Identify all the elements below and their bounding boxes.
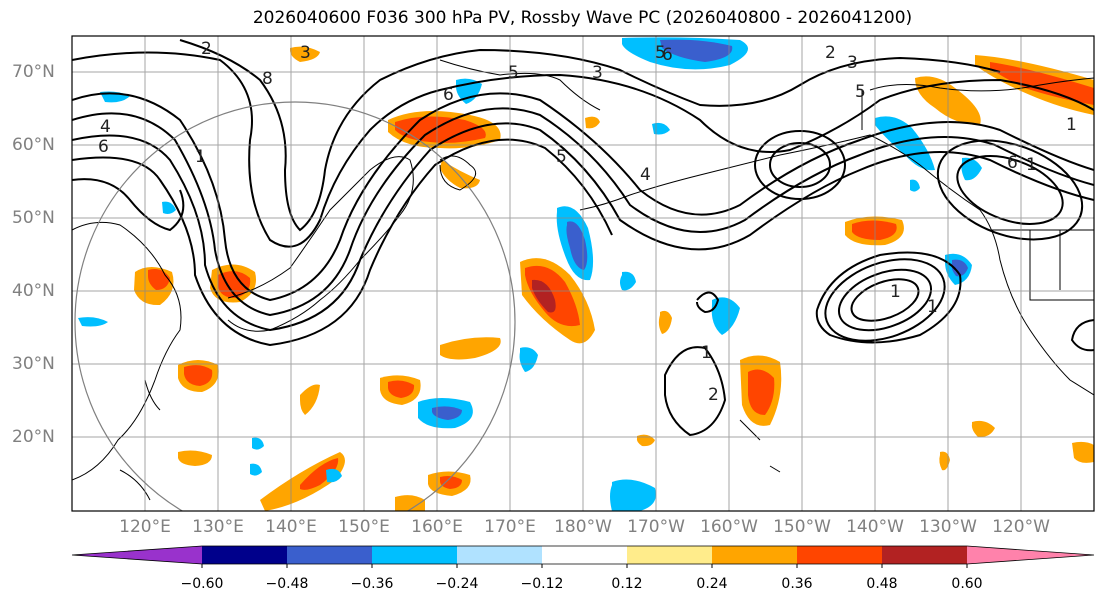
contour-label: 3 (300, 43, 311, 63)
colorbar-swatch (627, 546, 712, 564)
lat-label: 30°N (12, 354, 55, 374)
colorbar-tick-label: 0.36 (781, 576, 813, 592)
contour-label: 1 (927, 297, 938, 317)
colorbar-tick-label: −0.48 (265, 576, 309, 592)
contour-label: 2 (825, 43, 836, 63)
colorbar-swatch (797, 546, 882, 564)
colorbar-tick-label: −0.36 (350, 576, 394, 592)
contour-label: 1 (890, 282, 901, 302)
colorbar (71, 545, 1095, 568)
contour-label: 1 (1026, 155, 1037, 175)
contour-label: 6 (443, 85, 454, 105)
colorbar-swatch (967, 546, 1094, 564)
contour-label: 4 (100, 117, 111, 137)
map-title: 2026040600 F036 300 hPa PV, Rossby Wave … (252, 8, 913, 28)
lat-label: 60°N (12, 135, 55, 155)
colorbar-tick-label: −0.12 (520, 576, 564, 592)
lon-label: 160°E (411, 517, 463, 537)
lon-label: 170°E (484, 517, 536, 537)
colorbar-swatch (287, 546, 372, 564)
contour-label: 8 (262, 69, 273, 89)
lon-label: 130°E (192, 517, 244, 537)
lon-label: 120°E (119, 517, 171, 537)
lon-label: 180°W (554, 517, 612, 537)
colorbar-swatch (542, 546, 627, 564)
pv-contours (72, 39, 1094, 437)
contour-label: 6 (98, 137, 109, 157)
lon-label: 120°W (992, 517, 1050, 537)
lat-label: 40°N (12, 281, 55, 301)
contour-label: 1 (701, 343, 712, 363)
lon-label: 140°E (265, 517, 317, 537)
graticule (72, 36, 1094, 511)
colorbar-tick-label: 0.12 (611, 576, 643, 592)
colorbar-tick-label: 0.60 (951, 576, 983, 592)
colorbar-swatch (202, 546, 287, 564)
colorbar-swatch (72, 546, 202, 564)
contour-label: 2 (201, 39, 212, 59)
contour-label: 5 (855, 82, 866, 102)
lon-label: 150°E (338, 517, 390, 537)
lon-label: 140°W (846, 517, 904, 537)
colorbar-tick-label: 0.24 (696, 576, 728, 592)
lat-label: 50°N (12, 208, 55, 228)
colorbar-tick-label: −0.24 (435, 576, 479, 592)
colorbar-swatch (882, 546, 967, 564)
contour-label: 1 (195, 147, 206, 167)
colorbar-swatch (712, 546, 797, 564)
colorbar-swatch (457, 546, 542, 564)
contour-label: 5 (508, 63, 519, 83)
lon-label: 160°W (700, 517, 758, 537)
map-frame (71, 35, 1095, 512)
contour-label: 1 (1066, 115, 1077, 135)
contour-label: 3 (847, 53, 858, 73)
contour-label: 5 (556, 147, 567, 167)
colorbar-tick-label: 0.48 (866, 576, 898, 592)
lon-label: 170°W (627, 517, 685, 537)
contour-label: 5 (655, 43, 666, 63)
contour-label: 3 (592, 63, 603, 83)
lat-label: 20°N (12, 427, 55, 447)
lon-label: 150°W (773, 517, 831, 537)
contour-label: 2 (708, 385, 719, 405)
lon-label: 130°W (919, 517, 977, 537)
contour-label: 6 (1007, 153, 1018, 173)
lat-label: 70°N (12, 62, 55, 82)
coastlines (72, 59, 1094, 501)
colorbar-swatch (372, 546, 457, 564)
contour-label: 4 (640, 165, 651, 185)
colorbar-tick-label: −0.60 (180, 576, 224, 592)
range-ring (74, 101, 516, 511)
contour-label: 6 (662, 45, 673, 65)
